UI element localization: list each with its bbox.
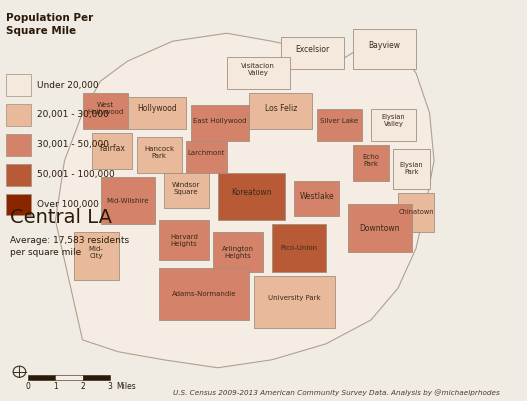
Text: Elysian
Park: Elysian Park	[399, 162, 423, 175]
Text: East Hollywood: East Hollywood	[193, 118, 247, 124]
Text: Average: 17,583 residents
per square mile: Average: 17,583 residents per square mil…	[11, 236, 130, 257]
Text: Harvard
Heights: Harvard Heights	[170, 234, 198, 247]
Text: Pico-Union: Pico-Union	[280, 245, 317, 251]
Text: Koreatown: Koreatown	[231, 188, 272, 197]
Text: Excelsior: Excelsior	[295, 45, 329, 54]
Text: Adams-Normandie: Adams-Normandie	[172, 291, 237, 297]
Bar	[159, 221, 209, 260]
Text: Central LA: Central LA	[11, 209, 112, 227]
Text: Fairfax: Fairfax	[99, 144, 125, 153]
Text: Miles: Miles	[116, 383, 136, 391]
Text: Over 100,000: Over 100,000	[37, 200, 99, 209]
Bar	[28, 375, 55, 380]
Text: 2: 2	[80, 383, 85, 391]
Bar	[348, 205, 412, 252]
Bar	[136, 137, 182, 172]
FancyBboxPatch shape	[6, 74, 31, 96]
Text: Arlington
Heights: Arlington Heights	[222, 246, 254, 259]
Text: Windsor
Square: Windsor Square	[172, 182, 200, 195]
FancyBboxPatch shape	[6, 194, 31, 215]
Text: 50,001 - 100,000: 50,001 - 100,000	[37, 170, 115, 179]
Text: Silver Lake: Silver Lake	[320, 118, 358, 124]
Polygon shape	[55, 33, 434, 368]
Text: Under 20,000: Under 20,000	[37, 81, 99, 89]
Bar	[55, 375, 83, 380]
Text: Downtown: Downtown	[360, 224, 400, 233]
Bar	[213, 232, 263, 272]
Bar	[317, 109, 362, 141]
Text: 20,001 - 30,000: 20,001 - 30,000	[37, 110, 109, 119]
Bar	[254, 276, 335, 328]
Bar	[128, 97, 186, 129]
Text: 1: 1	[53, 383, 58, 391]
Bar	[272, 225, 326, 272]
Text: Larchmont: Larchmont	[188, 150, 225, 156]
Bar	[281, 37, 344, 69]
Bar	[218, 172, 285, 221]
Bar	[92, 133, 132, 169]
Text: Elysian
Valley: Elysian Valley	[382, 114, 405, 128]
Bar	[227, 57, 290, 89]
Bar	[159, 268, 249, 320]
Text: Hollywood: Hollywood	[137, 104, 177, 113]
Bar	[164, 172, 209, 209]
Text: Bayview: Bayview	[368, 41, 401, 50]
Bar	[371, 109, 416, 141]
Bar	[186, 141, 227, 172]
Bar	[295, 180, 339, 217]
Text: Population Per
Square Mile: Population Per Square Mile	[6, 13, 93, 36]
Bar	[394, 149, 430, 188]
Text: Mid-Wilshire: Mid-Wilshire	[106, 198, 149, 203]
Bar	[353, 145, 389, 180]
Bar	[83, 93, 128, 129]
Bar	[83, 375, 110, 380]
Text: Mid-
City: Mid- City	[89, 246, 103, 259]
FancyBboxPatch shape	[6, 104, 31, 126]
Text: Westlake: Westlake	[299, 192, 334, 201]
Bar	[249, 93, 313, 129]
Text: U.S. Census 2009-2013 American Community Survey Data. Analysis by @michaelprhode: U.S. Census 2009-2013 American Community…	[173, 389, 500, 396]
Text: Echo
Park: Echo Park	[363, 154, 379, 167]
Bar	[398, 192, 434, 232]
Bar	[101, 176, 154, 225]
Text: West
Hollywood: West Hollywood	[87, 102, 123, 115]
Text: Hancock
Park: Hancock Park	[144, 146, 174, 159]
Text: 30,001 - 50,000: 30,001 - 50,000	[37, 140, 110, 149]
Text: 3: 3	[107, 383, 112, 391]
FancyBboxPatch shape	[6, 134, 31, 156]
Text: University Park: University Park	[268, 295, 320, 301]
Bar	[353, 29, 416, 69]
Text: 0: 0	[26, 383, 31, 391]
FancyBboxPatch shape	[6, 164, 31, 186]
Text: Visitacion
Valley: Visitacion Valley	[241, 63, 275, 75]
Text: Los Feliz: Los Feliz	[265, 104, 297, 113]
Bar	[191, 105, 249, 141]
Bar	[73, 232, 119, 280]
Text: Chinatown: Chinatown	[398, 209, 434, 215]
